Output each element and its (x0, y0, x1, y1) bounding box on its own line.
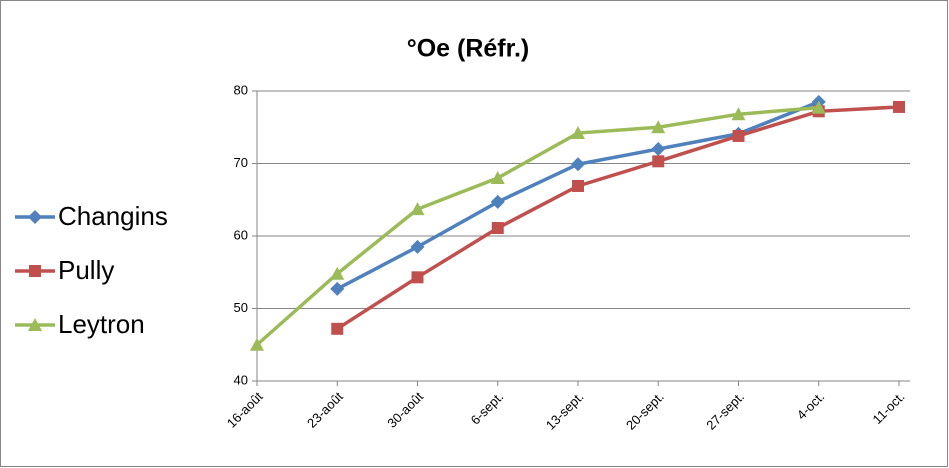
marker (811, 100, 826, 114)
legend-label: Pully (58, 255, 114, 285)
marker (410, 239, 425, 254)
marker (731, 107, 746, 121)
y-tick-label: 50 (234, 300, 248, 315)
marker (28, 318, 42, 331)
marker (330, 281, 345, 296)
y-tick-label: 60 (234, 227, 248, 242)
marker (571, 126, 585, 140)
y-tick-label: 70 (234, 155, 248, 170)
marker (490, 194, 505, 209)
marker (29, 265, 41, 277)
y-tick-label: 80 (234, 82, 248, 97)
marker (330, 266, 345, 280)
series-line (255, 105, 819, 347)
marker (410, 202, 425, 216)
marker (250, 337, 264, 351)
legend-label: Leytron (58, 309, 145, 339)
marker (651, 142, 666, 156)
marker (732, 129, 745, 142)
marker (893, 100, 905, 113)
marker (491, 222, 504, 235)
marker (571, 157, 585, 172)
marker (411, 271, 424, 284)
marker (572, 179, 584, 192)
marker (652, 155, 665, 168)
marker (331, 322, 344, 335)
legend-label: Changins (58, 201, 168, 231)
marker (651, 120, 666, 134)
series-line (336, 105, 900, 331)
marker (28, 210, 42, 224)
y-tick-label: 40 (234, 372, 248, 387)
marker (490, 171, 505, 184)
chart-title: °Oe (Réfr.) (407, 35, 530, 63)
